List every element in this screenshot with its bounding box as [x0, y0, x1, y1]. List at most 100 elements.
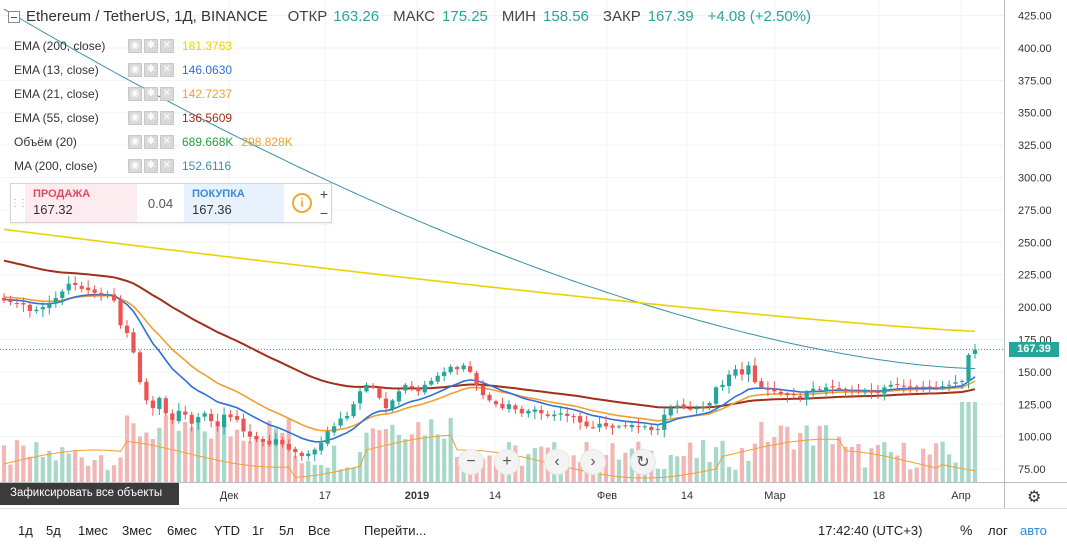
candle-body: [131, 332, 136, 353]
close-icon[interactable]: ✕: [160, 63, 174, 77]
percent-scale-toggle[interactable]: %: [960, 522, 973, 538]
eye-icon[interactable]: ◉: [128, 111, 142, 125]
candle-body: [565, 413, 570, 416]
indicator-row[interactable]: Объём (20) ◉ ✱ ✕ 689.668K 298.828K: [14, 133, 293, 151]
candle-body: [694, 408, 699, 410]
volume-bar: [791, 449, 796, 482]
volume-bar: [817, 425, 822, 482]
timeframe-button[interactable]: 6мес: [167, 523, 197, 538]
volume-bar: [895, 455, 900, 482]
candle-body: [73, 282, 78, 286]
candle-body: [338, 418, 343, 426]
timeframe-button[interactable]: 3мес: [122, 523, 152, 538]
zoom-out-button[interactable]: −: [458, 449, 484, 475]
eye-icon[interactable]: ◉: [128, 135, 142, 149]
eye-icon[interactable]: ◉: [128, 63, 142, 77]
volume-bar: [713, 447, 719, 482]
quantity-plus-button[interactable]: +: [319, 185, 329, 202]
candle-body: [901, 385, 906, 387]
gear-icon[interactable]: ✱: [144, 135, 158, 149]
volume-bar: [98, 455, 104, 482]
volume-bar: [972, 402, 978, 482]
chevron-right-icon: ›: [590, 453, 596, 470]
close-icon[interactable]: ✕: [160, 159, 174, 173]
close-icon[interactable]: ✕: [160, 135, 174, 149]
timeframe-button[interactable]: 1г: [252, 523, 264, 538]
indicator-row[interactable]: EMA (55, close) ◉ ✱ ✕ 136.5609: [14, 109, 232, 127]
candle-body: [629, 424, 635, 428]
volume-bar: [668, 455, 673, 482]
gear-icon[interactable]: ✱: [144, 159, 158, 173]
indicator-row[interactable]: EMA (13, close) ◉ ✱ ✕ 146.0630: [14, 61, 232, 79]
timeframe-button[interactable]: 1д: [18, 523, 33, 538]
auto-scale-toggle[interactable]: авто: [1020, 523, 1047, 538]
volume-bar: [377, 430, 382, 482]
collapse-icon[interactable]: [8, 10, 20, 23]
indicator-row[interactable]: EMA (21, close) ◉ ✱ ✕ 142.7237: [14, 85, 232, 103]
timeframe-button[interactable]: 5д: [46, 523, 61, 538]
timeframe-button[interactable]: 5л: [279, 523, 294, 538]
timeframe-button[interactable]: YTD: [214, 523, 240, 538]
volume-bar: [429, 419, 434, 482]
close-icon[interactable]: ✕: [160, 87, 174, 101]
candle-body: [675, 405, 680, 409]
indicator-name[interactable]: EMA (200, close): [14, 39, 106, 53]
symbol-header: Ethereum / TetherUS, 1Д, BINANCE ОТКР 163…: [8, 8, 811, 25]
volume-bar: [824, 425, 829, 482]
indicator-value: 142.7237: [182, 87, 233, 101]
gear-icon[interactable]: ⚙: [1027, 489, 1042, 506]
candle-body: [752, 365, 758, 383]
volume-bars: [1, 402, 978, 482]
gear-icon[interactable]: ✱: [144, 87, 158, 101]
timeframe-button[interactable]: Все: [308, 523, 331, 538]
candle-body: [642, 426, 647, 428]
indicator-row[interactable]: EMA (200, close) ◉ ✱ ✕ 181.3763: [14, 37, 232, 55]
candle-body: [597, 423, 602, 428]
candle-body: [118, 300, 123, 326]
gear-icon[interactable]: ✱: [144, 39, 158, 53]
log-scale-toggle[interactable]: лог: [988, 523, 1008, 538]
buy-button[interactable]: ПОКУПКА 167.36: [184, 184, 284, 222]
volume-bar: [694, 457, 699, 482]
info-icon[interactable]: i: [292, 193, 312, 213]
indicator-name[interactable]: EMA (13, close): [14, 63, 99, 77]
close-icon[interactable]: ✕: [160, 39, 174, 53]
plus-icon: +: [502, 453, 512, 470]
volume-bar: [390, 424, 395, 482]
volume-bar: [144, 432, 149, 482]
candle-body: [921, 386, 926, 388]
indicator-name[interactable]: EMA (55, close): [14, 111, 99, 125]
goto-date-button[interactable]: Перейти...: [364, 523, 427, 538]
reset-chart-button[interactable]: ↻: [630, 449, 656, 475]
indicator-name[interactable]: EMA (21, close): [14, 87, 99, 101]
gear-icon[interactable]: ✱: [144, 111, 158, 125]
volume-bar: [422, 435, 427, 482]
zoom-in-button[interactable]: +: [494, 449, 520, 475]
scroll-back-button[interactable]: ‹: [544, 449, 570, 475]
indicator-name[interactable]: Объём (20): [14, 135, 77, 149]
quantity-minus-button[interactable]: −: [319, 204, 329, 221]
timeframe-button[interactable]: 1мес: [78, 523, 108, 538]
eye-icon[interactable]: ◉: [128, 39, 142, 53]
scroll-forward-button[interactable]: ›: [580, 449, 606, 475]
close-icon[interactable]: ✕: [160, 111, 174, 125]
volume-bar: [480, 458, 486, 482]
indicator-row[interactable]: MA (200, close) ◉ ✱ ✕ 152.6116: [14, 157, 231, 175]
volume-bar: [34, 442, 39, 482]
indicator-name[interactable]: MA (200, close): [14, 159, 98, 173]
volume-bar: [765, 441, 770, 482]
clock-display[interactable]: 17:42:40 (UTC+3): [818, 523, 923, 538]
sell-button[interactable]: ПРОДАЖА 167.32: [25, 184, 137, 222]
candle-body: [92, 289, 97, 293]
candle-body: [98, 292, 104, 296]
indicator-value: 152.6116: [182, 159, 232, 173]
buy-label: ПОКУПКА: [192, 188, 245, 200]
drag-handle-icon[interactable]: ⋮⋮: [10, 197, 28, 209]
candle-body: [739, 369, 745, 375]
gear-icon[interactable]: ✱: [144, 63, 158, 77]
volume-bar: [448, 417, 453, 482]
volume-bar: [966, 402, 971, 482]
eye-icon[interactable]: ◉: [128, 87, 142, 101]
volume-bar: [888, 451, 893, 482]
eye-icon[interactable]: ◉: [128, 159, 142, 173]
